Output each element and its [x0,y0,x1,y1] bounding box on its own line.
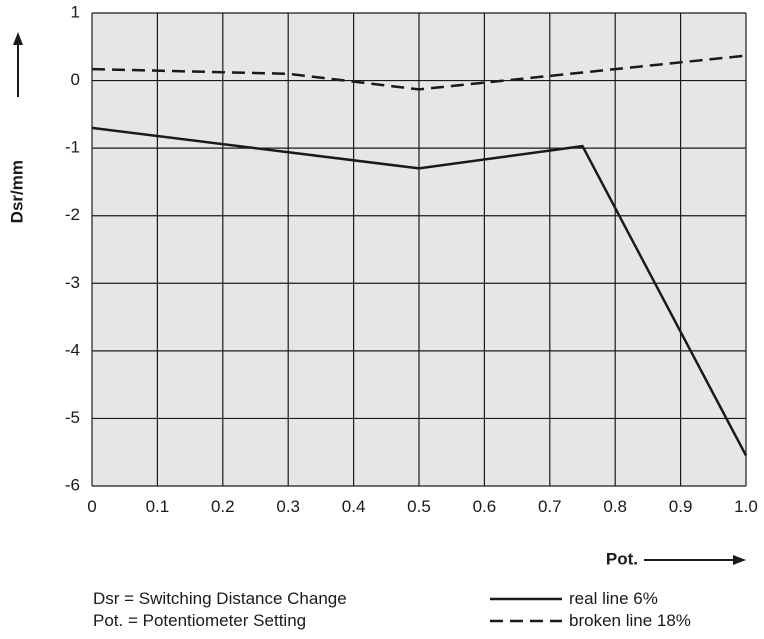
x-tick-label: 0.8 [603,497,627,516]
y-tick-label: 1 [71,2,80,21]
x-axis-label: Pot. [606,549,638,568]
x-tick-label: 0.7 [538,497,562,516]
note-dsr: Dsr = Switching Distance Change [93,589,347,608]
note-pot: Pot. = Potentiometer Setting [93,611,306,630]
y-axis-label: Dsr/mm [7,160,26,223]
y-axis-arrow-head [13,32,23,45]
y-tick-label: -3 [65,273,80,292]
x-tick-label: 0.9 [669,497,693,516]
legend-dashed-label: broken line 18% [569,611,691,630]
y-tick-label: -6 [65,475,80,494]
grid [91,12,747,487]
y-tick-label: -2 [65,205,80,224]
x-tick-label: 0.4 [342,497,366,516]
y-tick-labels: 1 0 -1 -2 -3 -4 -5 -6 [65,2,80,494]
y-tick-label: -5 [65,408,80,427]
y-tick-label: -4 [65,340,80,359]
y-tick-label: 0 [71,70,80,89]
x-axis-arrow-head [733,555,746,565]
x-tick-label: 0 [87,497,96,516]
y-tick-label: -1 [65,138,80,157]
x-tick-label: 0.5 [407,497,431,516]
x-tick-label: 0.3 [276,497,300,516]
series-lines [91,54,748,457]
x-tick-label: 0.2 [211,497,235,516]
series-line-broken [91,54,747,91]
series-line-real [91,126,748,457]
x-tick-labels: 0 0.1 0.2 0.3 0.4 0.5 0.6 0.7 0.8 0.9 1.0 [87,497,758,516]
x-tick-label: 1.0 [734,497,758,516]
x-tick-label: 0.1 [146,497,170,516]
legend-solid-label: real line 6% [569,589,658,608]
x-tick-label: 0.6 [473,497,497,516]
